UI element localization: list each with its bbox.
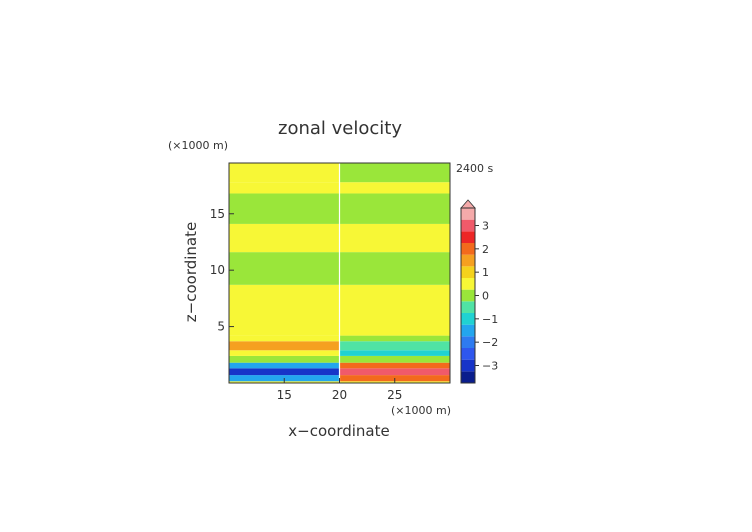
contour-band-left-11 — [229, 193, 340, 224]
colorbar-swatch-7 — [461, 289, 475, 302]
x-tick-label-20: 20 — [332, 388, 347, 402]
colorbar-swatch-11 — [461, 243, 475, 255]
colorbar-swatch-4 — [461, 324, 475, 337]
colorbar-swatch-12 — [461, 231, 475, 243]
colorbar-tick-label-4: −1 — [482, 313, 498, 326]
y-tick-label-10: 10 — [210, 263, 225, 277]
y-unit-label: (×1000 m) — [168, 139, 228, 152]
contour-band-right-3 — [339, 362, 450, 369]
colorbar-tick-label-5: −2 — [482, 336, 498, 349]
colorbar-swatch-9 — [461, 266, 475, 278]
contour-band-right-6 — [339, 341, 450, 351]
contour-band-right-12 — [339, 182, 450, 194]
contour-plot-area — [228, 162, 451, 384]
contour-band-right-11 — [339, 193, 450, 224]
contour-band-left-7 — [229, 335, 340, 342]
x-ticks: 15 20 25 — [277, 378, 402, 402]
colorbar-swatch-10 — [461, 254, 475, 267]
colorbar-swatch-3 — [461, 336, 475, 348]
colorbar-tick-label-1: 2 — [482, 243, 489, 256]
y-ticks: 5 10 15 — [210, 207, 234, 334]
contour-band-left-9 — [229, 252, 340, 285]
contour-band-right-8 — [339, 284, 450, 336]
contour-band-left-2 — [229, 368, 340, 376]
contour-band-right-10 — [339, 223, 450, 253]
contour-band-right-7 — [339, 335, 450, 342]
contour-band-left-8 — [229, 284, 340, 336]
x-unit-label: (×1000 m) — [391, 404, 451, 417]
y-tick-label-5: 5 — [217, 320, 225, 334]
colorbar-tick-label-2: 1 — [482, 266, 489, 279]
colorbar-tick-label-6: −3 — [482, 360, 498, 373]
contour-band-left-3 — [229, 362, 340, 369]
contour-band-left-4 — [229, 355, 340, 363]
x-tick-label-25: 25 — [387, 388, 402, 402]
colorbar-swatch-6 — [461, 301, 475, 313]
contour-band-right-5 — [339, 350, 450, 356]
contour-band-right-4 — [339, 355, 450, 363]
contour-band-right-9 — [339, 252, 450, 285]
x-tick-label-15: 15 — [277, 388, 292, 402]
colorbar-swatch-2 — [461, 348, 475, 360]
x-axis-label: x−coordinate — [288, 422, 389, 440]
contour-band-right-2 — [339, 368, 450, 376]
colorbar-swatch-0 — [461, 371, 475, 383]
colorbar-swatch-5 — [461, 313, 475, 325]
colorbar-swatch-1 — [461, 359, 475, 372]
colorbar-tick-label-3: 0 — [482, 290, 489, 303]
y-tick-label-15: 15 — [210, 207, 225, 221]
chart-title: zonal velocity — [278, 118, 402, 139]
contour-band-left-5 — [229, 350, 340, 356]
time-label: 2400 s — [456, 162, 493, 175]
contour-band-right-13 — [339, 163, 450, 183]
contour-band-left-12 — [229, 182, 340, 194]
contour-band-left-10 — [229, 223, 340, 253]
colorbar: 3 2 1 0 −1 −2 −3 — [460, 199, 498, 384]
colorbar-swatch-8 — [461, 278, 475, 290]
contour-band-left-13 — [229, 163, 340, 183]
colorbar-arrow — [460, 199, 476, 209]
colorbar-tick-label-0: 3 — [482, 220, 489, 233]
colorbar-swatch-14 — [461, 208, 475, 220]
colorbar-swatch-13 — [461, 219, 475, 232]
contour-band-left-6 — [229, 341, 340, 351]
y-axis-label: z−coordinate — [182, 222, 200, 322]
